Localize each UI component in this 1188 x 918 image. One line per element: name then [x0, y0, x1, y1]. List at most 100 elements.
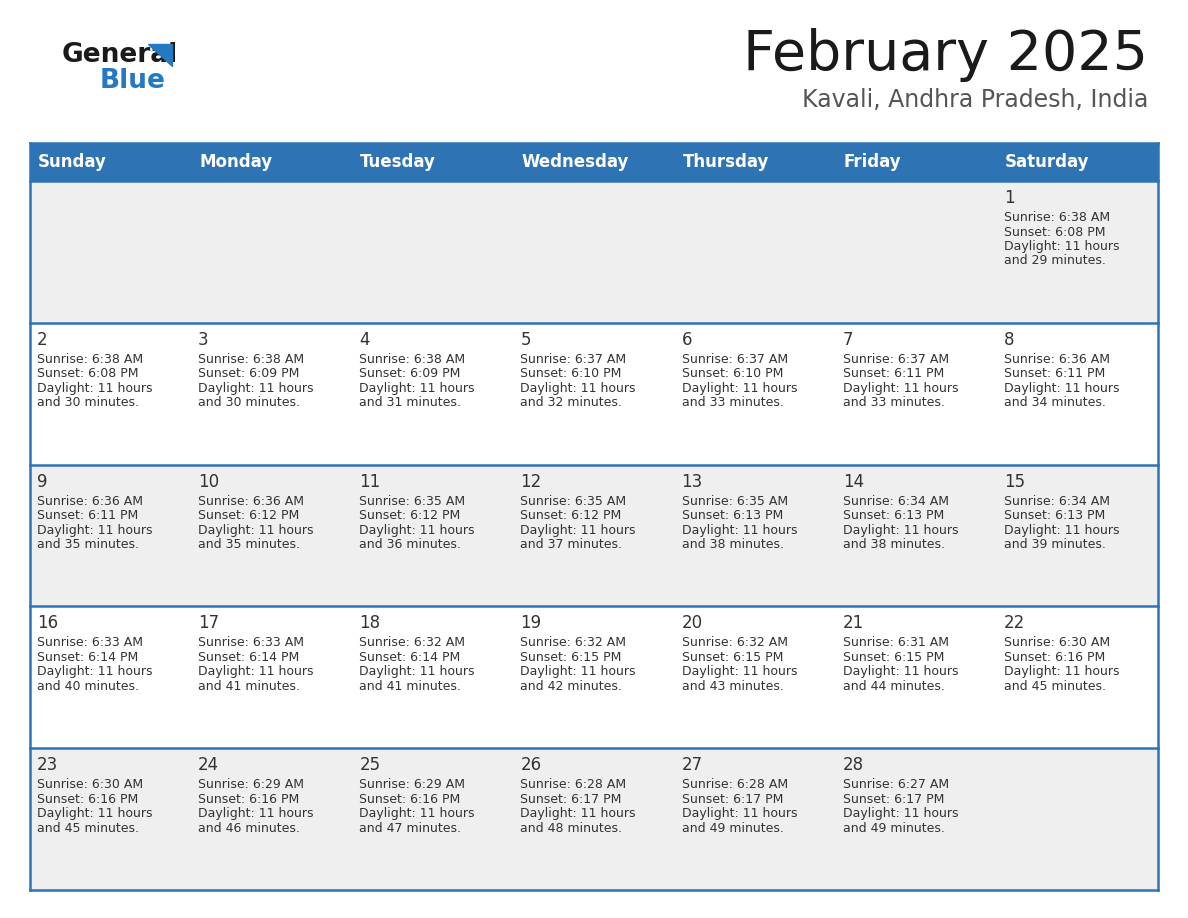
Text: Sunrise: 6:37 AM: Sunrise: 6:37 AM	[520, 353, 626, 365]
Text: Sunrise: 6:38 AM: Sunrise: 6:38 AM	[359, 353, 466, 365]
Text: 27: 27	[682, 756, 702, 774]
Text: 14: 14	[842, 473, 864, 490]
Text: Sunset: 6:13 PM: Sunset: 6:13 PM	[842, 509, 944, 522]
Text: Sunset: 6:08 PM: Sunset: 6:08 PM	[37, 367, 139, 380]
Text: Sunrise: 6:38 AM: Sunrise: 6:38 AM	[198, 353, 304, 365]
Text: Sunset: 6:14 PM: Sunset: 6:14 PM	[359, 651, 461, 664]
Text: Sunrise: 6:38 AM: Sunrise: 6:38 AM	[37, 353, 143, 365]
Text: and 35 minutes.: and 35 minutes.	[198, 538, 301, 551]
Text: Sunset: 6:08 PM: Sunset: 6:08 PM	[1004, 226, 1105, 239]
Text: Sunset: 6:13 PM: Sunset: 6:13 PM	[1004, 509, 1105, 522]
Text: Daylight: 11 hours: Daylight: 11 hours	[1004, 382, 1119, 395]
Bar	[30, 143, 191, 181]
Bar	[513, 323, 675, 465]
Bar	[30, 607, 191, 748]
Text: Daylight: 11 hours: Daylight: 11 hours	[198, 666, 314, 678]
Text: Sunset: 6:16 PM: Sunset: 6:16 PM	[1004, 651, 1105, 664]
Text: 19: 19	[520, 614, 542, 633]
Text: Saturday: Saturday	[1005, 153, 1089, 171]
Bar	[513, 181, 675, 323]
Text: 15: 15	[1004, 473, 1025, 490]
Text: and 49 minutes.: and 49 minutes.	[842, 822, 944, 834]
Text: 4: 4	[359, 330, 369, 349]
Text: and 42 minutes.: and 42 minutes.	[520, 680, 623, 693]
Bar	[675, 181, 835, 323]
Bar	[675, 607, 835, 748]
Text: Wednesday: Wednesday	[522, 153, 628, 171]
Text: Sunrise: 6:38 AM: Sunrise: 6:38 AM	[1004, 211, 1110, 224]
Text: Daylight: 11 hours: Daylight: 11 hours	[359, 666, 475, 678]
Text: and 34 minutes.: and 34 minutes.	[1004, 397, 1106, 409]
Text: Sunrise: 6:28 AM: Sunrise: 6:28 AM	[682, 778, 788, 791]
Text: Daylight: 11 hours: Daylight: 11 hours	[37, 666, 152, 678]
Bar	[513, 143, 675, 181]
Text: and 29 minutes.: and 29 minutes.	[1004, 254, 1106, 267]
Text: Sunset: 6:09 PM: Sunset: 6:09 PM	[198, 367, 299, 380]
Text: 16: 16	[37, 614, 58, 633]
Text: and 49 minutes.: and 49 minutes.	[682, 822, 783, 834]
Text: Sunrise: 6:36 AM: Sunrise: 6:36 AM	[37, 495, 143, 508]
Text: Sunrise: 6:29 AM: Sunrise: 6:29 AM	[198, 778, 304, 791]
Text: and 38 minutes.: and 38 minutes.	[842, 538, 944, 551]
Text: Daylight: 11 hours: Daylight: 11 hours	[1004, 523, 1119, 537]
Text: 26: 26	[520, 756, 542, 774]
Text: and 37 minutes.: and 37 minutes.	[520, 538, 623, 551]
Text: Daylight: 11 hours: Daylight: 11 hours	[682, 666, 797, 678]
Bar	[353, 748, 513, 890]
Text: Daylight: 11 hours: Daylight: 11 hours	[359, 807, 475, 820]
Text: 28: 28	[842, 756, 864, 774]
Text: Sunrise: 6:36 AM: Sunrise: 6:36 AM	[198, 495, 304, 508]
Text: Sunset: 6:11 PM: Sunset: 6:11 PM	[1004, 367, 1105, 380]
Text: 22: 22	[1004, 614, 1025, 633]
Text: Sunset: 6:17 PM: Sunset: 6:17 PM	[842, 793, 944, 806]
Text: 5: 5	[520, 330, 531, 349]
Bar	[997, 465, 1158, 607]
Text: Sunrise: 6:28 AM: Sunrise: 6:28 AM	[520, 778, 626, 791]
Text: Daylight: 11 hours: Daylight: 11 hours	[682, 807, 797, 820]
Text: Sunrise: 6:37 AM: Sunrise: 6:37 AM	[842, 353, 949, 365]
Text: Sunrise: 6:30 AM: Sunrise: 6:30 AM	[1004, 636, 1110, 649]
Bar	[353, 323, 513, 465]
Bar	[997, 323, 1158, 465]
Bar	[835, 323, 997, 465]
Text: and 31 minutes.: and 31 minutes.	[359, 397, 461, 409]
Text: 12: 12	[520, 473, 542, 490]
Bar	[997, 143, 1158, 181]
Text: and 40 minutes.: and 40 minutes.	[37, 680, 139, 693]
Bar	[835, 607, 997, 748]
Bar	[835, 465, 997, 607]
Text: 3: 3	[198, 330, 209, 349]
Text: Daylight: 11 hours: Daylight: 11 hours	[198, 382, 314, 395]
Text: 17: 17	[198, 614, 220, 633]
Bar	[835, 748, 997, 890]
Text: General: General	[62, 42, 178, 68]
Bar	[835, 181, 997, 323]
Text: and 30 minutes.: and 30 minutes.	[198, 397, 301, 409]
Text: and 41 minutes.: and 41 minutes.	[359, 680, 461, 693]
Text: 18: 18	[359, 614, 380, 633]
Text: Daylight: 11 hours: Daylight: 11 hours	[682, 382, 797, 395]
Bar	[675, 143, 835, 181]
Text: Daylight: 11 hours: Daylight: 11 hours	[359, 523, 475, 537]
Bar	[191, 465, 353, 607]
Bar	[513, 607, 675, 748]
Text: Sunrise: 6:32 AM: Sunrise: 6:32 AM	[520, 636, 626, 649]
Text: 2: 2	[37, 330, 48, 349]
Text: Sunrise: 6:35 AM: Sunrise: 6:35 AM	[682, 495, 788, 508]
Text: Daylight: 11 hours: Daylight: 11 hours	[359, 382, 475, 395]
Text: and 48 minutes.: and 48 minutes.	[520, 822, 623, 834]
Text: Daylight: 11 hours: Daylight: 11 hours	[520, 382, 636, 395]
Text: 21: 21	[842, 614, 864, 633]
Bar	[30, 748, 191, 890]
Text: and 33 minutes.: and 33 minutes.	[682, 397, 783, 409]
Text: Monday: Monday	[200, 153, 272, 171]
Text: 9: 9	[37, 473, 48, 490]
Text: Sunset: 6:13 PM: Sunset: 6:13 PM	[682, 509, 783, 522]
Text: 23: 23	[37, 756, 58, 774]
Bar	[30, 465, 191, 607]
Text: Sunrise: 6:29 AM: Sunrise: 6:29 AM	[359, 778, 466, 791]
Text: Daylight: 11 hours: Daylight: 11 hours	[37, 807, 152, 820]
Text: 13: 13	[682, 473, 703, 490]
Text: and 47 minutes.: and 47 minutes.	[359, 822, 461, 834]
Text: Sunset: 6:16 PM: Sunset: 6:16 PM	[37, 793, 138, 806]
